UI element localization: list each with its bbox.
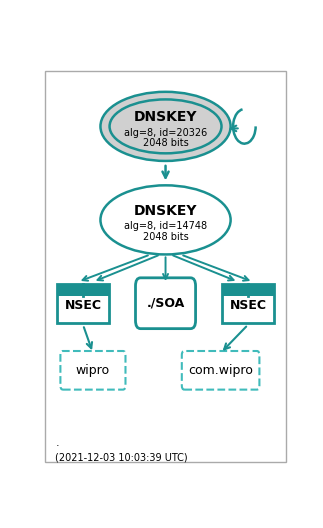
Ellipse shape bbox=[109, 99, 222, 153]
Bar bbox=[222, 284, 275, 323]
Text: wipro: wipro bbox=[76, 364, 110, 377]
Bar bbox=[222, 284, 275, 296]
Text: NSEC: NSEC bbox=[64, 299, 101, 312]
FancyBboxPatch shape bbox=[45, 71, 286, 462]
Text: (2021-12-03 10:03:39 UTC): (2021-12-03 10:03:39 UTC) bbox=[56, 452, 188, 463]
Text: com.wipro: com.wipro bbox=[188, 364, 253, 377]
Ellipse shape bbox=[100, 92, 231, 161]
FancyBboxPatch shape bbox=[182, 351, 259, 390]
Text: alg=8, id=20326: alg=8, id=20326 bbox=[124, 128, 207, 138]
Bar bbox=[57, 284, 109, 296]
Text: 2048 bits: 2048 bits bbox=[143, 138, 188, 148]
Text: ./SOA: ./SOA bbox=[146, 297, 185, 310]
Text: .: . bbox=[56, 438, 59, 448]
Ellipse shape bbox=[100, 185, 231, 254]
Text: alg=8, id=14748: alg=8, id=14748 bbox=[124, 221, 207, 231]
Text: DNSKEY: DNSKEY bbox=[134, 204, 197, 218]
Text: NSEC: NSEC bbox=[230, 299, 267, 312]
FancyBboxPatch shape bbox=[136, 278, 195, 328]
Text: 2048 bits: 2048 bits bbox=[143, 232, 188, 242]
Text: DNSKEY: DNSKEY bbox=[134, 110, 197, 125]
FancyBboxPatch shape bbox=[60, 351, 125, 390]
Bar bbox=[57, 284, 109, 323]
